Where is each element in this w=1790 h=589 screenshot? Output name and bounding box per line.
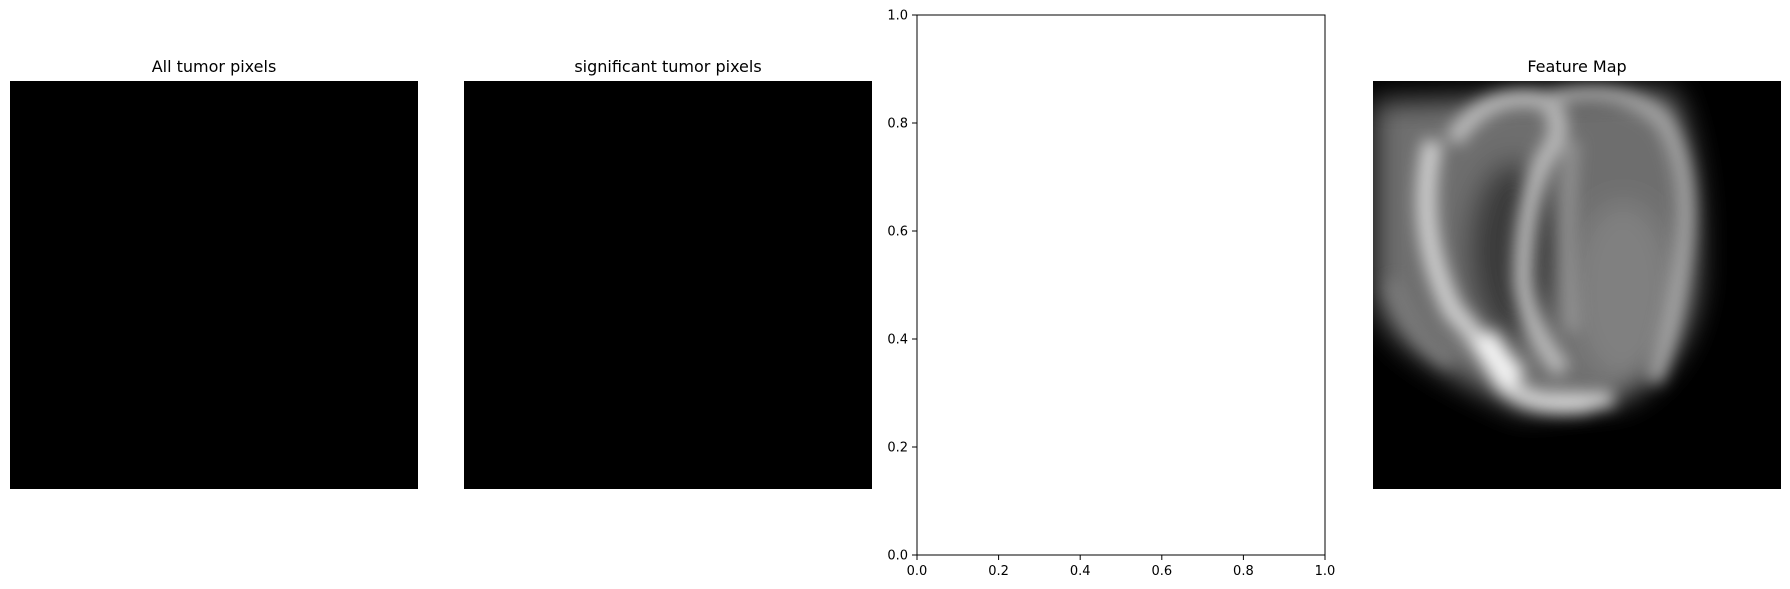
y-tick-label: 0.0 bbox=[887, 549, 908, 564]
y-tick-label: 1.0 bbox=[887, 9, 908, 24]
axes-group: 0.0 0.2 0.4 0.6 0.8 1.0 0.0 0.2 0.4 0.6 0.8 1.0 bbox=[887, 9, 1335, 580]
panel-title-significant-tumor: significant tumor pixels bbox=[574, 57, 762, 76]
y-tick-label: 0.2 bbox=[887, 441, 908, 456]
x-tick-label: 0.4 bbox=[1070, 564, 1091, 579]
all-tumor-pixels-image bbox=[10, 81, 418, 489]
panel-title-feature-map: Feature Map bbox=[1527, 57, 1627, 76]
x-tick-label: 0.8 bbox=[1233, 564, 1254, 579]
x-tick-label: 1.0 bbox=[1315, 564, 1336, 579]
x-tick-label: 0.6 bbox=[1151, 564, 1172, 579]
y-tick-label: 0.6 bbox=[887, 225, 908, 240]
y-tick-label: 0.8 bbox=[887, 117, 908, 132]
feature-map-image bbox=[1373, 81, 1781, 489]
axes-frame bbox=[916, 14, 1326, 556]
x-tick-label: 0.2 bbox=[988, 564, 1009, 579]
y-tick-label: 0.4 bbox=[887, 333, 908, 348]
feature-map-svg bbox=[1373, 81, 1781, 489]
panel-title-all-tumor: All tumor pixels bbox=[151, 57, 277, 76]
x-tick-label: 0.0 bbox=[907, 564, 928, 579]
significant-tumor-pixels-image bbox=[464, 81, 872, 489]
